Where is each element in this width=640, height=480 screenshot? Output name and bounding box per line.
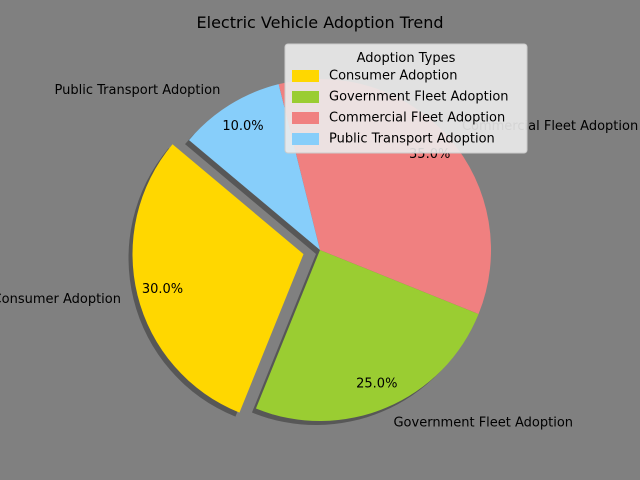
slice-government-fleet-adoption	[255, 250, 479, 421]
legend-label-consumer-adoption: Consumer Adoption	[329, 69, 457, 84]
slice-label-government-fleet-adoption: Government Fleet Adoption	[393, 416, 573, 431]
slice-consumer-adoption	[132, 144, 304, 413]
legend-label-commercial-fleet-adoption: Commercial Fleet Adoption	[329, 111, 505, 126]
legend-swatch-commercial-fleet-adoption	[292, 112, 319, 124]
legend-swatch-consumer-adoption	[292, 70, 319, 82]
legend-label-public-transport-adoption: Public Transport Adoption	[329, 132, 495, 147]
legend: Adoption Types Consumer Adoption Governme…	[284, 43, 528, 154]
legend-items: Consumer Adoption Government Fleet Adopti…	[292, 69, 509, 147]
legend-title: Adoption Types	[357, 51, 456, 66]
slice-label-public-transport-adoption: Public Transport Adoption	[55, 83, 221, 98]
percent-label-consumer-adoption: 30.0%	[142, 282, 183, 297]
legend-swatch-government-fleet-adoption	[292, 91, 319, 103]
legend-box	[284, 43, 528, 154]
slice-label-consumer-adoption: Consumer Adoption	[0, 292, 121, 307]
legend-label-government-fleet-adoption: Government Fleet Adoption	[329, 90, 509, 105]
chart-title: Electric Vehicle Adoption Trend	[197, 13, 444, 32]
percent-label-government-fleet-adoption: 25.0%	[356, 376, 397, 391]
legend-swatch-public-transport-adoption	[292, 133, 319, 145]
slice-labels: Consumer Adoption Government Fleet Adopti…	[0, 83, 638, 431]
percent-label-public-transport-adoption: 10.0%	[222, 119, 263, 134]
